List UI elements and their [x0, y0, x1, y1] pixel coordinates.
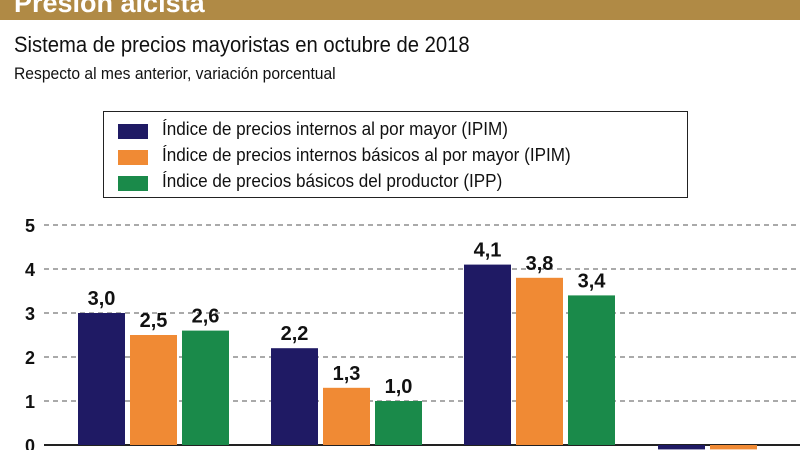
legend-swatch-ipim-basicos — [118, 150, 148, 165]
bar — [323, 387, 370, 445]
data-label: 1,0 — [385, 376, 413, 398]
data-label: 3,4 — [578, 270, 607, 292]
bar — [182, 330, 229, 445]
chart-subtitle: Respecto al mes anterior, variación porc… — [14, 64, 336, 83]
y-tick-label: 5 — [25, 216, 35, 236]
data-label: 2,5 — [140, 310, 168, 332]
y-tick-label: 0 — [25, 436, 35, 450]
y-tick-label: 1 — [25, 392, 35, 412]
data-label: 2,2 — [281, 323, 309, 345]
data-label: 2,6 — [192, 306, 220, 328]
y-tick-label: 3 — [25, 304, 35, 324]
bar-chart: 0 1 2 3 4 5 3,0 2,2 4,1 2,5 1,3 3,8 2,6 1,0 3,4 — [25, 216, 800, 450]
y-tick-label: 2 — [25, 348, 35, 368]
legend-swatch-ipp — [118, 176, 148, 191]
data-label: 1,3 — [333, 363, 361, 385]
bar — [710, 445, 757, 450]
legend-swatch-ipim — [118, 124, 148, 139]
data-label: 3,0 — [88, 288, 116, 310]
bar — [375, 401, 422, 445]
bar — [130, 335, 177, 445]
bar — [78, 313, 125, 445]
bar — [464, 264, 511, 445]
header-banner: Presión alcista — [0, 0, 800, 20]
data-label: 3,8 — [526, 253, 554, 275]
bar — [658, 445, 705, 450]
bar — [568, 295, 615, 445]
chart-title: Sistema de precios mayoristas en octubre… — [14, 32, 470, 57]
banner-title: Presión alcista — [14, 0, 205, 18]
data-label: 4,1 — [474, 240, 502, 262]
y-tick-label: 4 — [25, 260, 35, 280]
legend-label-ipim: Índice de precios internos al por mayor … — [162, 119, 508, 139]
legend: Índice de precios internos al por mayor … — [103, 111, 688, 198]
bar — [271, 348, 318, 445]
legend-label-ipim-basicos: Índice de precios internos básicos al po… — [162, 145, 571, 165]
bar — [516, 277, 563, 445]
legend-label-ipp: Índice de precios básicos del productor … — [162, 171, 503, 191]
